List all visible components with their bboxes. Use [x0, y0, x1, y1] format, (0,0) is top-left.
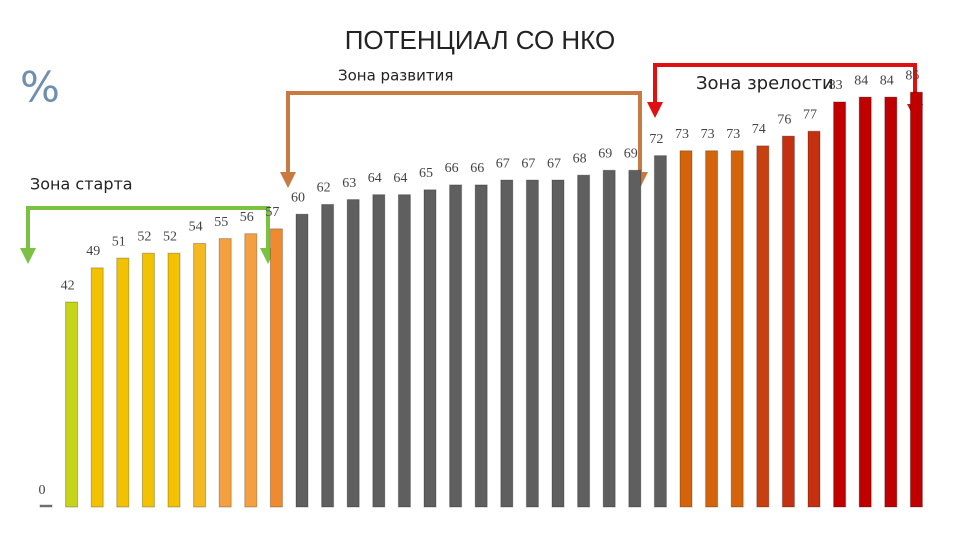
bar — [218, 238, 232, 508]
value-label: 0 — [39, 483, 46, 498]
bar — [39, 504, 53, 508]
unit-label: % — [20, 63, 60, 112]
bar — [321, 203, 335, 508]
bar — [244, 233, 258, 508]
bar — [628, 169, 642, 508]
value-label: 42 — [61, 278, 75, 293]
value-label: 54 — [189, 220, 203, 235]
bar — [167, 252, 181, 508]
bar — [141, 252, 155, 508]
value-label: 62 — [317, 181, 331, 196]
zone-label: Зона старта — [30, 175, 133, 194]
value-label: 66 — [470, 161, 484, 176]
value-label: 64 — [393, 171, 407, 186]
bar — [577, 174, 591, 508]
value-label: 52 — [137, 229, 151, 244]
value-label: 51 — [112, 234, 126, 249]
bar — [730, 150, 744, 508]
value-label: 68 — [573, 151, 587, 166]
value-label: 83 — [829, 78, 843, 93]
value-label: 85 — [905, 68, 919, 83]
value-label: 67 — [547, 156, 561, 171]
value-label: 56 — [240, 210, 254, 225]
value-label: 69 — [598, 146, 612, 161]
value-label: 84 — [880, 73, 894, 88]
arrow-head — [280, 172, 296, 188]
bar — [756, 145, 770, 508]
value-label: 84 — [854, 73, 868, 88]
start-bracket — [26, 206, 270, 258]
bar — [807, 130, 821, 508]
bar — [602, 169, 616, 508]
bar — [679, 150, 693, 508]
value-label: 73 — [675, 127, 689, 142]
value-label: 65 — [419, 166, 433, 181]
value-label: 74 — [752, 122, 766, 137]
dev-bracket — [286, 91, 642, 180]
bar — [423, 189, 437, 508]
value-label: 73 — [726, 127, 740, 142]
bar — [372, 194, 386, 508]
zone-label: Зона развития — [338, 67, 453, 85]
bar — [858, 96, 872, 508]
value-label: 67 — [521, 156, 535, 171]
value-label: 72 — [649, 132, 663, 147]
bar — [833, 101, 847, 508]
chart-title: ПОТЕНЦИАЛ СО НКО — [345, 25, 616, 55]
mature-bracket — [653, 63, 917, 112]
value-label: 76 — [777, 112, 791, 127]
bar — [525, 179, 539, 508]
bar — [909, 91, 923, 508]
bar — [269, 228, 283, 508]
value-label: 66 — [445, 161, 459, 176]
bar — [500, 179, 514, 508]
value-label: 57 — [265, 205, 279, 220]
arrow-head — [20, 248, 36, 264]
value-label: 60 — [291, 190, 305, 205]
value-label: 52 — [163, 229, 177, 244]
value-label: 49 — [86, 244, 100, 259]
bar — [781, 135, 795, 508]
bar — [116, 257, 130, 508]
value-label: 64 — [368, 171, 382, 186]
bar — [65, 301, 79, 508]
bar — [653, 155, 667, 508]
value-label: 63 — [342, 176, 356, 191]
bar — [551, 179, 565, 508]
bar — [346, 199, 360, 508]
bar — [449, 184, 463, 508]
bar — [884, 96, 898, 508]
bar — [295, 213, 309, 508]
bar — [705, 150, 719, 508]
value-label: 69 — [624, 146, 638, 161]
bar — [397, 194, 411, 508]
bar — [474, 184, 488, 508]
value-label: 55 — [214, 215, 228, 230]
value-label: 73 — [701, 127, 715, 142]
bar — [90, 267, 104, 508]
zone-label: Зона зрелости — [696, 73, 834, 94]
arrow-head — [647, 102, 663, 118]
value-label: 67 — [496, 156, 510, 171]
value-label: 77 — [803, 107, 817, 122]
bar — [193, 242, 207, 508]
